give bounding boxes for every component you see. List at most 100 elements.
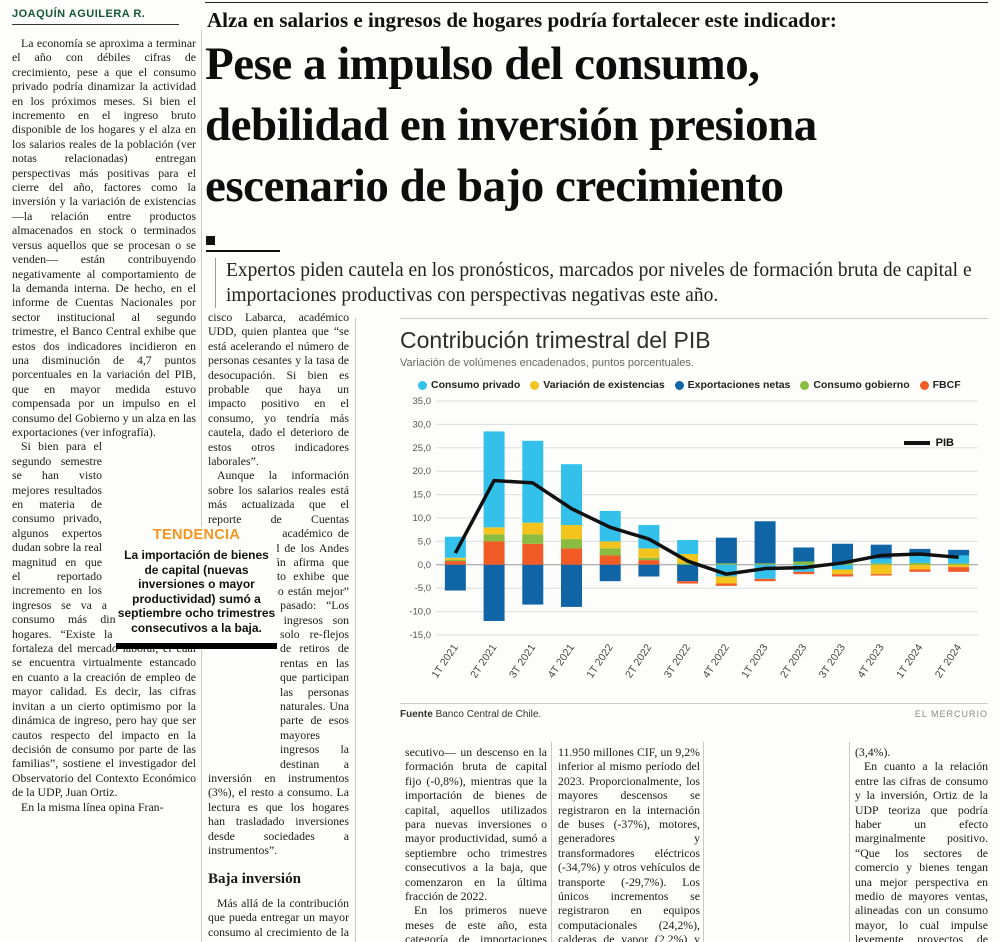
bar-segment [948,555,970,564]
chart-title: Contribución trimestral del PIB [400,327,711,353]
y-tick-label: 30,0 [413,419,432,430]
legend-label: Consumo privado [431,379,521,391]
y-tick-label: 5,0 [418,536,431,547]
bar-segment [677,564,699,582]
bar-segment [870,564,892,575]
headline-bullet [206,236,215,245]
bar-segment [522,543,544,565]
legend-item: Consumo gobierno [800,379,910,391]
x-tick-label: 3T 2021 [507,642,538,681]
paragraph: La economía se aproxima a terminar el añ… [12,36,196,439]
legend-label: PIB [935,437,954,449]
paragraph: Más allá de la contribución que pueda en… [208,895,349,942]
paragraph: En la misma línea opina Fran- [21,799,164,814]
pib-line-swatch [903,441,930,445]
bar-segment [870,574,892,576]
bar-segment [599,555,621,565]
tendencia-bottom-bar [116,643,277,649]
bar-segment [599,548,621,556]
bar-segment [677,554,699,564]
bar-segment [715,564,737,577]
bar-segment [599,564,621,582]
bar-segment [832,543,853,563]
bar-segment [483,541,505,565]
bar-segment [561,539,582,549]
bar-segment [483,527,505,535]
bar-segment [444,561,466,565]
headline-line: debilidad en inversión presiona [205,99,817,151]
bar-segment [754,563,776,565]
column-rule [849,742,850,942]
kicker: Alza en salarios e ingresos de hogares p… [207,8,837,32]
column-4: 11.950 millones CIF, un 9,2% inferior al… [558,745,700,942]
bar-segment [948,564,970,568]
bar-segment [793,561,815,565]
x-tick-label: 3T 2023 [817,642,848,681]
y-tick-label: 0,0 [418,560,431,571]
bar-segment [909,564,931,570]
bar-segment [715,576,737,584]
source-label: Fuente [400,709,433,720]
x-tick-label: 1T 2022 [584,642,615,681]
bar-segment [870,558,892,564]
bar-segment [561,548,582,565]
chart-legend: Consumo privado Variación de existencias E… [418,379,988,391]
headline: Pese a impulso del consumo, debilidad en… [205,34,990,217]
deck: Expertos piden cautela en los pronóstico… [215,258,996,308]
y-tick-label: -10,0 [409,607,431,618]
legend-item: Variación de existencias [530,379,665,391]
bar-segment [715,537,737,564]
legend-label: Consumo gobierno [813,379,910,391]
bar-segment [483,534,505,542]
column-rule [703,742,704,942]
newspaper-credit: EL MERCURIO [914,709,988,719]
legend-dot [919,380,929,390]
x-tick-label: 1T 2024 [894,642,925,681]
legend-label: FBCF [932,379,961,391]
legend-item: FBCF [919,379,961,391]
tendencia-title: TENDENCIA [152,527,241,543]
legend-item: Exportaciones netas [674,379,791,391]
chart-subtitle: Variación de volúmenes encadenados, punt… [400,357,694,369]
bar-segment [561,564,582,607]
legend-label: Exportaciones netas [687,379,791,391]
x-tick-label: 2T 2024 [933,642,964,681]
paragraph-text: flejos de retiros de rentas en las que p… [208,626,349,858]
column-1: La economía se aproxima a terminar el añ… [12,36,196,942]
x-tick-label: 2T 2022 [623,642,654,681]
paragraph: 11.950 millones CIF, un 9,2% inferior al… [558,745,700,942]
bar-segment [444,557,466,560]
bar-segment [948,549,970,556]
paragraph: Si bien para el segundo semestre se han … [12,439,196,800]
bar-segment [638,557,660,561]
y-tick-label: -5,0 [415,583,431,594]
column-rule [551,742,552,942]
y-tick-label: 10,0 [413,513,432,524]
x-tick-label: 3T 2022 [662,642,693,681]
bar-segment [870,563,892,565]
headline-line: escenario de bajo crecimiento [205,160,784,212]
bar-segment [754,521,776,564]
paragraph: secutivo— un descenso en la formación br… [405,745,547,904]
source: Fuente Banco Central de Chile. [400,709,541,720]
bar-segment [677,539,699,555]
byline: JOAQUÍN AGUILERA R. [12,8,180,25]
source-text: Banco Central de Chile. [435,709,542,720]
bar-segment [832,574,853,577]
bar-segment [832,564,853,570]
legend-dot [530,380,540,390]
bar-segment [638,548,660,558]
top-rule [205,2,988,3]
x-tick-label: 1T 2021 [429,642,460,681]
bar-segment [522,534,544,544]
tendencia-box: TENDENCIA La importación de bienes de ca… [116,527,277,649]
x-tick-label: 2T 2023 [778,642,809,681]
legend-dot [418,380,427,390]
bar-segment [444,559,466,562]
bar-segment [561,525,582,540]
chart-panel: Contribución trimestral del PIB Variació… [400,318,988,741]
x-tick-label: 1T 2023 [739,642,770,681]
x-tick-label: 2T 2021 [468,642,499,681]
column-3: secutivo— un descenso en la formación br… [405,745,547,942]
